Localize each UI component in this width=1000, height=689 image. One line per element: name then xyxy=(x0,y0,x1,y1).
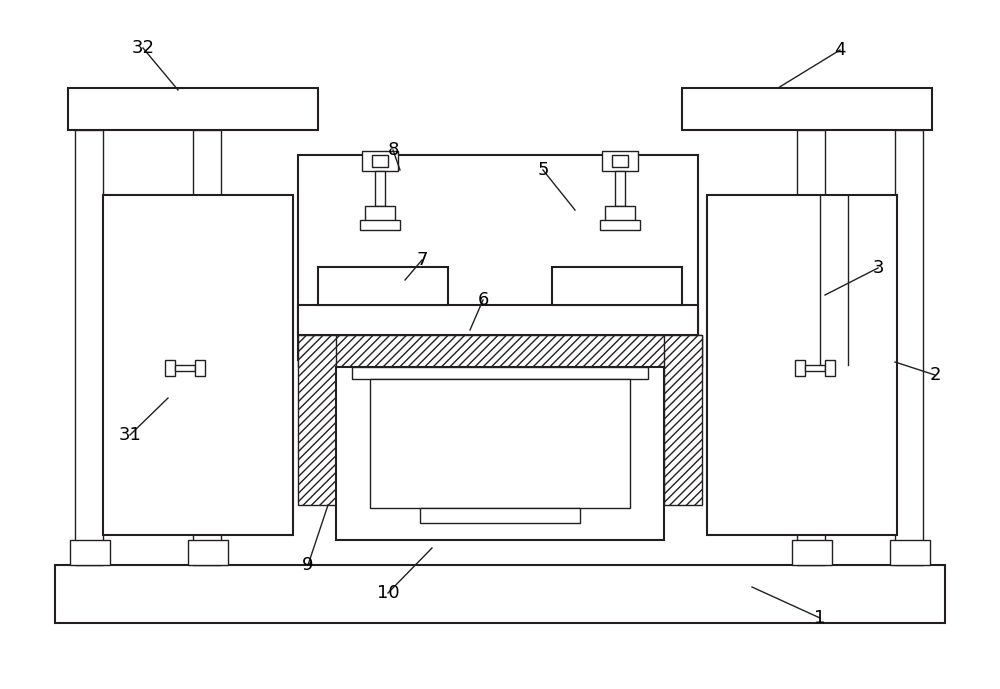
Bar xyxy=(895,130,923,565)
Bar xyxy=(336,367,664,540)
Bar xyxy=(103,195,293,535)
Text: 8: 8 xyxy=(387,141,399,159)
Bar xyxy=(664,335,702,505)
Bar xyxy=(825,360,835,376)
Text: 5: 5 xyxy=(537,161,549,179)
Bar xyxy=(612,155,628,167)
Bar xyxy=(792,540,832,565)
Bar xyxy=(165,360,175,376)
Text: 10: 10 xyxy=(377,584,399,602)
Bar xyxy=(605,206,635,221)
Bar xyxy=(362,151,398,171)
Bar xyxy=(615,171,625,206)
Bar xyxy=(298,335,702,367)
Bar xyxy=(365,206,395,221)
Bar xyxy=(797,130,825,565)
Bar xyxy=(55,565,945,623)
Bar xyxy=(70,540,110,565)
Bar xyxy=(193,130,221,565)
Text: 2: 2 xyxy=(929,366,941,384)
Bar xyxy=(360,220,400,230)
Text: 7: 7 xyxy=(416,251,428,269)
Text: 1: 1 xyxy=(814,609,826,627)
Bar xyxy=(805,365,825,371)
Text: 3: 3 xyxy=(872,259,884,277)
Bar xyxy=(298,305,698,335)
Text: 4: 4 xyxy=(834,41,846,59)
Bar xyxy=(600,220,640,230)
Text: 6: 6 xyxy=(477,291,489,309)
Bar xyxy=(175,365,195,371)
Text: 9: 9 xyxy=(302,556,314,574)
Bar xyxy=(318,267,448,305)
Bar xyxy=(682,88,932,130)
Bar xyxy=(602,151,638,171)
Bar xyxy=(188,540,228,565)
Text: 31: 31 xyxy=(119,426,141,444)
Bar xyxy=(890,540,930,565)
Text: 32: 32 xyxy=(132,39,154,57)
Bar xyxy=(298,155,698,360)
Bar xyxy=(195,360,205,376)
Bar xyxy=(420,508,580,523)
Bar xyxy=(370,379,630,508)
Bar xyxy=(707,195,897,535)
Bar xyxy=(68,88,318,130)
Bar xyxy=(375,171,385,206)
Bar xyxy=(298,335,336,505)
Bar xyxy=(352,367,648,379)
Bar xyxy=(75,130,103,565)
Bar xyxy=(372,155,388,167)
Bar xyxy=(795,360,805,376)
Bar xyxy=(552,267,682,305)
